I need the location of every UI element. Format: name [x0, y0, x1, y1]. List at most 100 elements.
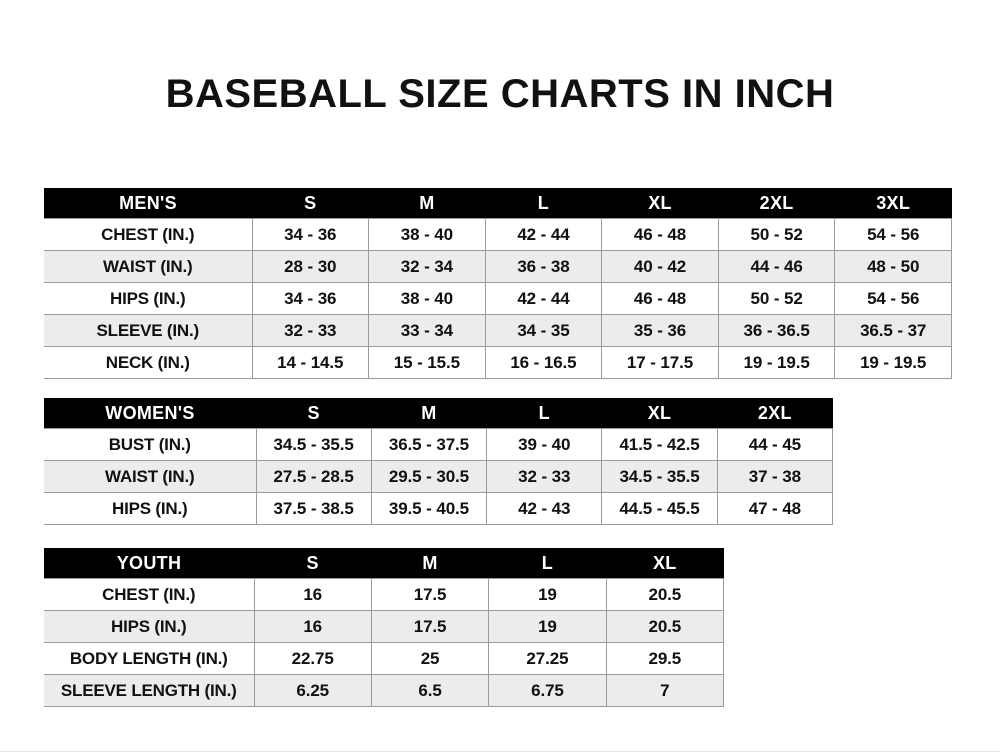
table-row: WAIST (IN.) 28 - 30 32 - 34 36 - 38 40 - 42 4…	[44, 250, 952, 283]
measurement-cell: 34.5 - 35.5	[601, 460, 718, 493]
measurement-cell: 48 - 50	[834, 250, 952, 283]
table-row: WAIST (IN.) 27.5 - 28.5 29.5 - 30.5 32 - 33…	[44, 460, 834, 493]
measurement-cell: 16	[253, 610, 372, 643]
mens-table-body: CHEST (IN.) 34 - 36 38 - 40 42 - 44 46 - 48 5…	[44, 218, 952, 379]
measurement-cell: 46 - 48	[601, 282, 719, 315]
measurement-cell: 36.5 - 37.5	[370, 428, 488, 461]
table-row: SLEEVE (IN.) 32 - 33 33 - 34 34 - 35 35 - 36…	[44, 314, 952, 347]
measurement-cell: 35 - 36	[601, 314, 719, 347]
measurement-cell: 14 - 14.5	[251, 346, 370, 379]
measurement-cell: 20.5	[605, 610, 725, 643]
measurement-cell: 16 - 16.5	[484, 346, 603, 379]
measurement-cell: 34 - 36	[251, 282, 370, 315]
measurement-cell: 44 - 45	[716, 428, 834, 461]
column-header-xl: XL	[606, 548, 724, 579]
row-label: SLEEVE LENGTH (IN.)	[44, 674, 255, 707]
column-header-s: S	[256, 398, 372, 429]
table-row: HIPS (IN.) 16 17.5 19 20.5	[44, 610, 725, 643]
measurement-cell: 19 - 19.5	[717, 346, 836, 379]
measurement-cell: 47 - 48	[716, 492, 834, 525]
row-label: SLEEVE (IN.)	[44, 314, 253, 347]
column-header-l: L	[485, 188, 602, 219]
measurement-cell: 34 - 35	[484, 314, 603, 347]
measurement-cell: 54 - 56	[834, 218, 952, 251]
table-row: CHEST (IN.) 16 17.5 19 20.5	[44, 578, 725, 611]
column-header-m: M	[371, 548, 489, 579]
measurement-cell: 38 - 40	[368, 282, 486, 315]
measurement-cell: 37.5 - 38.5	[255, 492, 372, 525]
measurement-cell: 36.5 - 37	[834, 314, 952, 347]
measurement-cell: 19	[488, 578, 607, 611]
row-label: CHEST (IN.)	[44, 578, 255, 611]
measurement-cell: 20.5	[605, 578, 725, 611]
womens-size-table: WOMEN'S S M L XL 2XL BUST (IN.) 34.5 - 35.5 36.…	[44, 398, 834, 525]
table-row: HIPS (IN.) 37.5 - 38.5 39.5 - 40.5 42 - 43 4…	[44, 492, 834, 525]
womens-table-body: BUST (IN.) 34.5 - 35.5 36.5 - 37.5 39 - 40 4…	[44, 428, 834, 525]
measurement-cell: 34.5 - 35.5	[255, 428, 372, 461]
row-label: CHEST (IN.)	[44, 218, 253, 251]
measurement-cell: 39.5 - 40.5	[370, 492, 488, 525]
row-label: NECK (IN.)	[44, 346, 253, 379]
measurement-cell: 39 - 40	[486, 428, 603, 461]
page-title: BASEBALL SIZE CHARTS IN INCH	[165, 72, 835, 116]
youth-table-name-header: YOUTH	[44, 548, 254, 579]
column-header-2xl: 2XL	[718, 188, 835, 219]
measurement-cell: 44 - 46	[717, 250, 836, 283]
measurement-cell: 28 - 30	[251, 250, 370, 283]
table-row: NECK (IN.) 14 - 14.5 15 - 15.5 16 - 16.5 17 …	[44, 346, 952, 379]
measurement-cell: 27.5 - 28.5	[255, 460, 372, 493]
measurement-cell: 17.5	[370, 578, 490, 611]
column-header-xl: XL	[601, 188, 719, 219]
measurement-cell: 33 - 34	[368, 314, 486, 347]
measurement-cell: 42 - 44	[484, 218, 603, 251]
measurement-cell: 42 - 44	[484, 282, 603, 315]
measurement-cell: 37 - 38	[716, 460, 834, 493]
measurement-cell: 7	[605, 674, 725, 707]
column-header-2xl: 2XL	[717, 398, 833, 429]
table-row: HIPS (IN.) 34 - 36 38 - 40 42 - 44 46 - 48 50…	[44, 282, 952, 315]
column-header-3xl: 3XL	[834, 188, 952, 219]
measurement-cell: 19 - 19.5	[834, 346, 952, 379]
measurement-cell: 17 - 17.5	[601, 346, 719, 379]
row-label: WAIST (IN.)	[44, 460, 257, 493]
column-header-l: L	[486, 398, 602, 429]
column-header-m: M	[368, 188, 486, 219]
measurement-cell: 22.75	[253, 642, 372, 675]
measurement-cell: 54 - 56	[834, 282, 952, 315]
womens-table-name-header: WOMEN'S	[44, 398, 256, 429]
measurement-cell: 38 - 40	[368, 218, 486, 251]
youth-table-body: CHEST (IN.) 16 17.5 19 20.5 HIPS (IN.) 16 17.5 1…	[44, 578, 725, 707]
column-header-m: M	[371, 398, 487, 429]
row-label: HIPS (IN.)	[44, 492, 257, 525]
measurement-cell: 6.75	[488, 674, 607, 707]
youth-header-row: YOUTH S M L XL	[44, 548, 724, 579]
measurement-cell: 19	[488, 610, 607, 643]
table-row: BODY LENGTH (IN.) 22.75 25 27.25 29.5	[44, 642, 725, 675]
measurement-cell: 36 - 36.5	[717, 314, 836, 347]
row-label: BODY LENGTH (IN.)	[44, 642, 255, 675]
youth-table-head: YOUTH S M L XL	[44, 548, 724, 579]
measurement-cell: 25	[370, 642, 490, 675]
table-row: CHEST (IN.) 34 - 36 38 - 40 42 - 44 46 - 48 5…	[44, 218, 952, 251]
measurement-cell: 32 - 34	[368, 250, 486, 283]
measurement-cell: 16	[253, 578, 372, 611]
measurement-cell: 44.5 - 45.5	[601, 492, 718, 525]
measurement-cell: 40 - 42	[601, 250, 719, 283]
row-label: BUST (IN.)	[44, 428, 257, 461]
measurement-cell: 50 - 52	[717, 282, 836, 315]
measurement-cell: 15 - 15.5	[368, 346, 486, 379]
mens-header-row: MEN'S S M L XL 2XL 3XL	[44, 188, 952, 219]
womens-table-head: WOMEN'S S M L XL 2XL	[44, 398, 833, 429]
measurement-cell: 32 - 33	[486, 460, 603, 493]
mens-size-table: MEN'S S M L XL 2XL 3XL CHEST (IN.) 34 - 36 38 - …	[44, 188, 952, 379]
measurement-cell: 46 - 48	[601, 218, 719, 251]
table-row: BUST (IN.) 34.5 - 35.5 36.5 - 37.5 39 - 40 4…	[44, 428, 834, 461]
row-label: HIPS (IN.)	[44, 282, 253, 315]
measurement-cell: 42 - 43	[486, 492, 603, 525]
measurement-cell: 27.25	[488, 642, 607, 675]
table-row: SLEEVE LENGTH (IN.) 6.25 6.5 6.75 7	[44, 674, 725, 707]
measurement-cell: 29.5	[605, 642, 725, 675]
womens-header-row: WOMEN'S S M L XL 2XL	[44, 398, 833, 429]
column-header-s: S	[252, 188, 369, 219]
